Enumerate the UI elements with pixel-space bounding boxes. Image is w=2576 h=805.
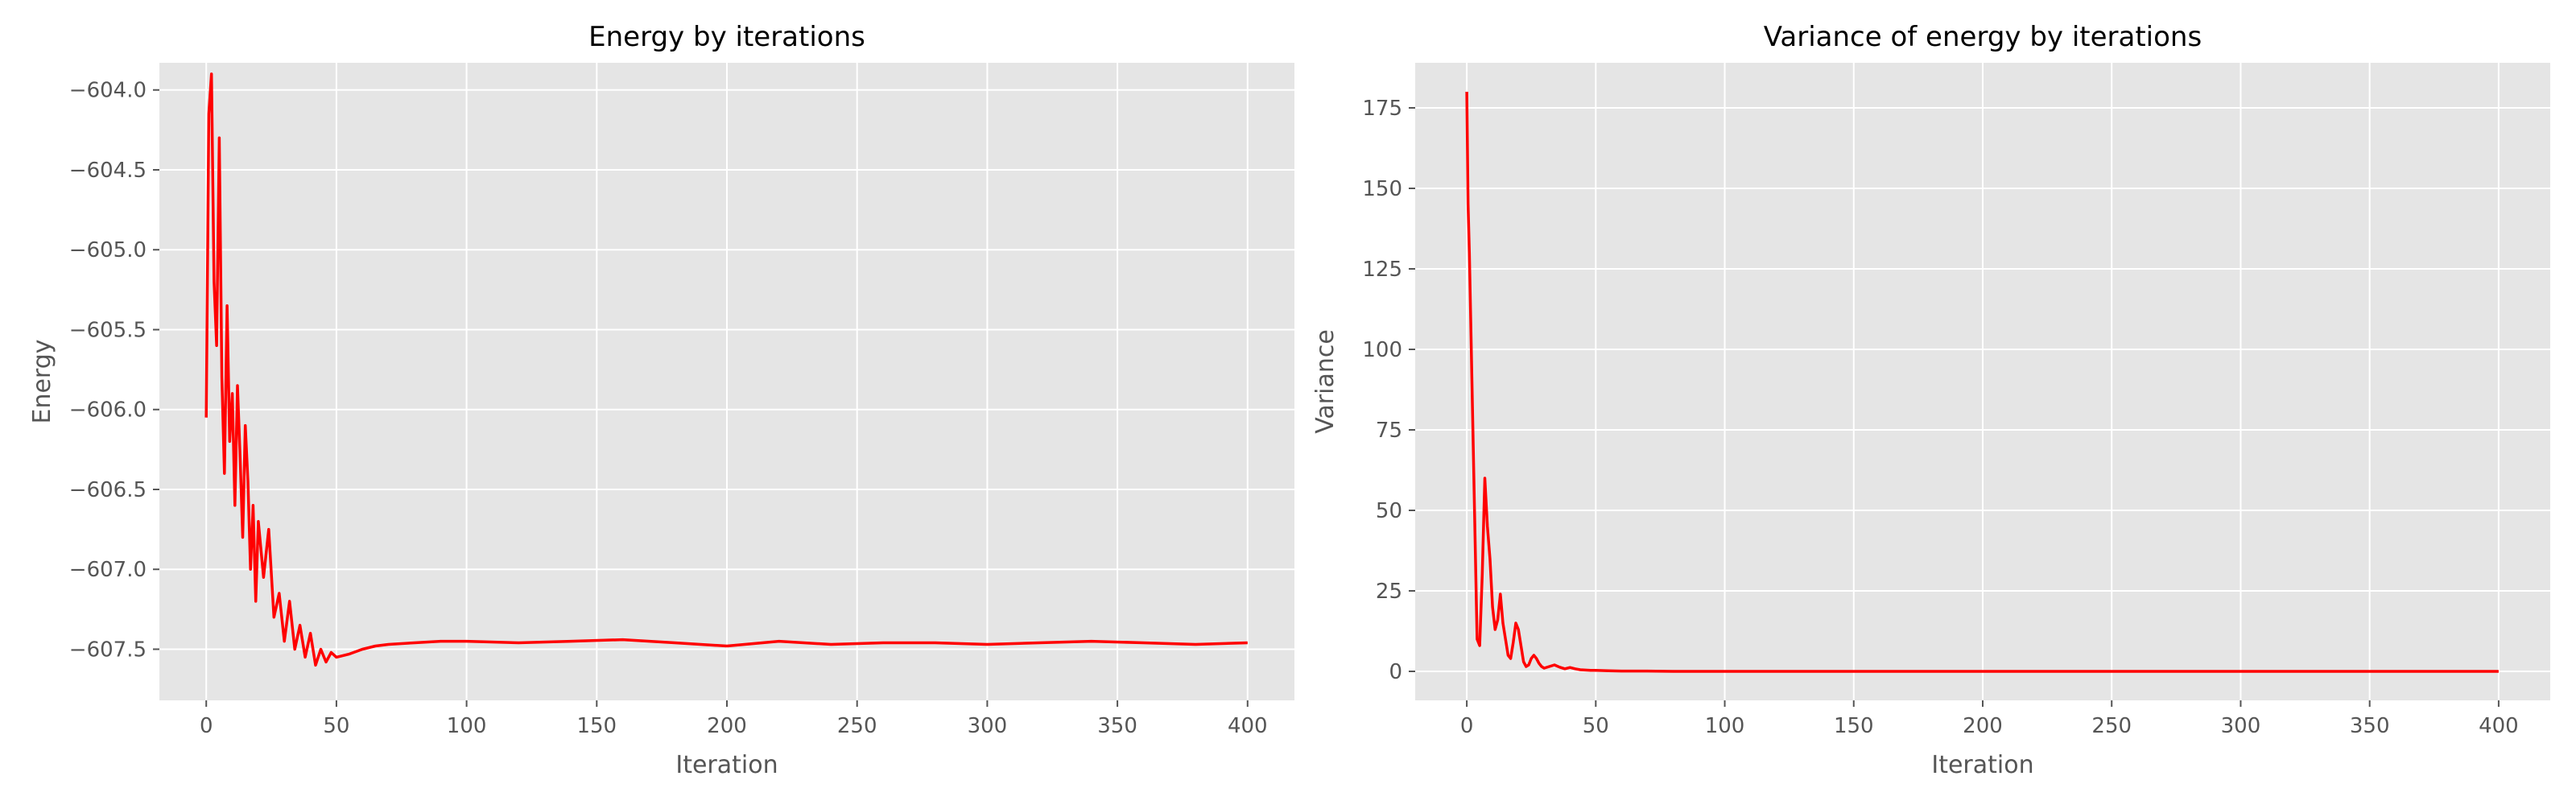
x-tick-label: 200 — [707, 714, 747, 738]
y-tick-label: 75 — [1376, 419, 1402, 443]
y-tick-label: −607.0 — [69, 558, 147, 582]
ticks: 0 50 100 150 200 250 300 350 400 −604.0 −604.5 −605… — [69, 79, 1268, 738]
y-tick-label: 100 — [1362, 338, 1402, 362]
x-tick-label: 100 — [447, 714, 487, 738]
x-tick-label: 400 — [1228, 714, 1268, 738]
grid — [159, 63, 1294, 700]
energy-chart: 0 50 100 150 200 250 300 350 400 −604.0 −604.5 −605… — [28, 21, 1294, 779]
x-tick-label: 0 — [1460, 714, 1474, 738]
series-line-0 — [1465, 91, 2499, 673]
y-tick-label: 0 — [1389, 660, 1402, 684]
series — [1465, 91, 2499, 673]
x-tick-label: 400 — [2479, 714, 2519, 738]
y-tick-label: −606.5 — [69, 478, 147, 502]
x-tick-label: 250 — [2091, 714, 2132, 738]
chart-title: Variance of energy by iterations — [1764, 21, 2202, 53]
x-tick-label: 300 — [968, 714, 1008, 738]
x-tick-label: 50 — [323, 714, 349, 738]
x-tick-label: 0 — [200, 714, 213, 738]
x-tick-label: 200 — [1963, 714, 2003, 738]
x-tick-label: 350 — [2350, 714, 2390, 738]
y-axis-label: Energy — [28, 339, 56, 423]
y-tick-label: −604.5 — [69, 159, 147, 183]
ticks: 0 50 100 150 200 250 300 350 400 0 25 50 75 100 125 150… — [1362, 97, 2518, 738]
x-axis-label: Iteration — [1931, 751, 2033, 779]
x-tick-label: 50 — [1583, 714, 1609, 738]
x-tick-label: 250 — [837, 714, 877, 738]
x-tick-label: 100 — [1705, 714, 1745, 738]
y-tick-label: 25 — [1376, 580, 1402, 604]
y-tick-label: −607.5 — [69, 638, 147, 662]
y-tick-label: 50 — [1376, 499, 1402, 523]
variance-chart: 0 50 100 150 200 250 300 350 400 0 25 50 75 100 125 150… — [1311, 21, 2550, 779]
y-tick-label: 175 — [1362, 97, 1402, 121]
y-tick-label: −606.0 — [69, 398, 147, 423]
y-tick-label: 125 — [1362, 258, 1402, 282]
series-line-0 — [204, 72, 1248, 667]
y-tick-label: 150 — [1362, 177, 1402, 201]
x-tick-label: 350 — [1097, 714, 1137, 738]
x-tick-label: 300 — [2221, 714, 2261, 738]
x-tick-label: 150 — [1834, 714, 1874, 738]
x-axis-label: Iteration — [675, 751, 778, 779]
chart-title: Energy by iterations — [588, 21, 865, 53]
y-tick-label: −605.5 — [69, 318, 147, 342]
x-tick-label: 150 — [576, 714, 617, 738]
y-axis-label: Variance — [1311, 329, 1340, 434]
y-tick-label: −605.0 — [69, 238, 147, 262]
series — [204, 72, 1248, 667]
y-tick-label: −604.0 — [69, 79, 147, 103]
